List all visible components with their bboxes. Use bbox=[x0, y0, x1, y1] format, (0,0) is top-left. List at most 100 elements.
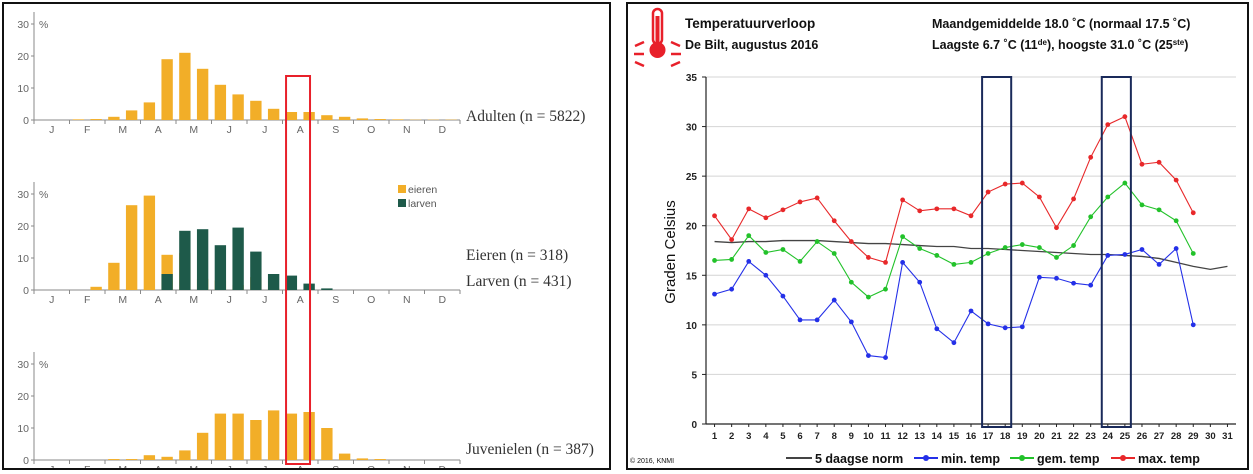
y-tick-label: 30 bbox=[17, 359, 29, 371]
bar bbox=[125, 110, 138, 120]
x-tick-label: 14 bbox=[932, 431, 943, 442]
data-point bbox=[1019, 242, 1025, 247]
legend-avg: gem. temp bbox=[1037, 452, 1100, 466]
y-tick-label: 35 bbox=[686, 73, 698, 84]
x-tick-label: M bbox=[189, 124, 198, 136]
x-tick-label: J bbox=[49, 124, 54, 136]
x-tick-label: J bbox=[227, 294, 232, 306]
x-tick-label: 26 bbox=[1137, 431, 1148, 442]
data-point bbox=[814, 239, 820, 244]
data-point bbox=[1105, 122, 1111, 127]
data-point bbox=[985, 251, 991, 256]
data-point bbox=[985, 321, 991, 327]
y-tick-label: 20 bbox=[17, 391, 29, 403]
y-tick-label: 5 bbox=[691, 370, 697, 381]
x-tick-label: 7 bbox=[814, 431, 819, 442]
x-tick-label: J bbox=[227, 464, 232, 468]
y-tick-label: 25 bbox=[686, 172, 698, 183]
x-tick-label: A bbox=[297, 124, 304, 136]
label-adults: Adulten (n = 5822) bbox=[466, 108, 585, 125]
data-point bbox=[934, 206, 940, 212]
x-tick-label: M bbox=[118, 294, 127, 306]
chart-subtitle: De Bilt, augustus 2016 bbox=[685, 38, 818, 52]
data-point bbox=[917, 279, 923, 285]
data-point bbox=[848, 279, 854, 285]
bar bbox=[125, 205, 138, 290]
data-point bbox=[1071, 243, 1076, 248]
bar bbox=[338, 116, 351, 120]
data-point bbox=[1156, 207, 1162, 213]
data-point bbox=[1156, 159, 1162, 165]
thermometer-icon bbox=[634, 7, 681, 68]
bar bbox=[374, 459, 386, 460]
x-tick-label: 1 bbox=[712, 431, 718, 442]
x-tick-label: A bbox=[155, 124, 162, 136]
bar bbox=[125, 459, 138, 460]
bar bbox=[90, 286, 102, 290]
bar bbox=[392, 119, 404, 120]
data-point bbox=[1036, 274, 1042, 280]
x-tick-label: A bbox=[155, 294, 162, 306]
data-point bbox=[831, 251, 837, 256]
x-tick-label: 24 bbox=[1102, 431, 1113, 442]
data-point bbox=[831, 218, 837, 224]
y-tick-label: 0 bbox=[691, 420, 697, 431]
y-unit-label: % bbox=[39, 19, 48, 31]
data-point bbox=[900, 197, 906, 203]
legend: 5 daagse norm min. temp gem. temp max. t… bbox=[786, 452, 1200, 466]
bar bbox=[179, 52, 191, 120]
bar-chart-left-top: 0 10 20 30 % J F M A M J J A S O N D bbox=[17, 12, 461, 136]
bar-chart-left-middle: 0 10 20 30 % J F M A M J J A S O N D bbox=[17, 182, 461, 306]
data-point bbox=[968, 213, 974, 219]
series-line bbox=[714, 239, 1228, 270]
bar bbox=[196, 432, 209, 460]
data-point bbox=[1054, 275, 1059, 281]
x-tick-label: 20 bbox=[1034, 431, 1045, 442]
data-point bbox=[831, 297, 837, 303]
data-point bbox=[866, 294, 871, 300]
x-tick-label: 21 bbox=[1051, 431, 1062, 442]
bar bbox=[250, 100, 262, 120]
label-juveniles: Juvenielen (n = 387) bbox=[466, 441, 594, 458]
bar bbox=[143, 102, 156, 120]
label-eggs: Eieren (n = 318) bbox=[466, 247, 568, 264]
data-point bbox=[1190, 322, 1196, 328]
data-point bbox=[746, 233, 752, 239]
x-tick-label: D bbox=[438, 464, 446, 468]
x-tick-label: 27 bbox=[1154, 431, 1165, 442]
x-tick-label: J bbox=[262, 124, 267, 136]
data-point bbox=[1139, 247, 1145, 252]
data-point bbox=[1036, 245, 1042, 250]
legend-label-larvae: larven bbox=[408, 198, 437, 210]
bar bbox=[143, 195, 156, 290]
x-tick-label: O bbox=[367, 124, 375, 136]
bar bbox=[214, 84, 227, 120]
bar bbox=[356, 458, 369, 460]
august-highlight-box bbox=[285, 75, 312, 465]
x-tick-label: 13 bbox=[914, 431, 925, 442]
bar bbox=[374, 119, 386, 120]
data-point bbox=[951, 261, 957, 267]
y-tick-label: 10 bbox=[686, 321, 698, 332]
bar bbox=[143, 455, 156, 460]
chart-title: Temperatuurverloop bbox=[685, 16, 815, 31]
data-point bbox=[900, 234, 906, 240]
x-tick-label: 23 bbox=[1085, 431, 1096, 442]
x-tick-label: 15 bbox=[949, 431, 960, 442]
data-point bbox=[917, 246, 923, 251]
bar bbox=[285, 413, 298, 460]
x-tick-label: N bbox=[403, 294, 411, 306]
legend-swatch-eggs bbox=[398, 185, 406, 193]
data-point bbox=[814, 317, 820, 323]
x-tick-label: 2 bbox=[729, 431, 734, 442]
bar bbox=[214, 413, 227, 460]
x-tick-label: 10 bbox=[863, 431, 874, 442]
bar bbox=[232, 227, 244, 290]
bar bbox=[250, 251, 262, 290]
y-tick-label: 10 bbox=[17, 253, 29, 265]
x-tick-label: 19 bbox=[1017, 431, 1028, 442]
phenology-bar-charts: 0 10 20 30 % J F M A M J J A S O N D 0 10 20 30 % J F M A M J J A S O N D… bbox=[17, 12, 594, 474]
data-point bbox=[763, 250, 769, 255]
bar bbox=[321, 115, 333, 120]
bar bbox=[90, 119, 102, 120]
